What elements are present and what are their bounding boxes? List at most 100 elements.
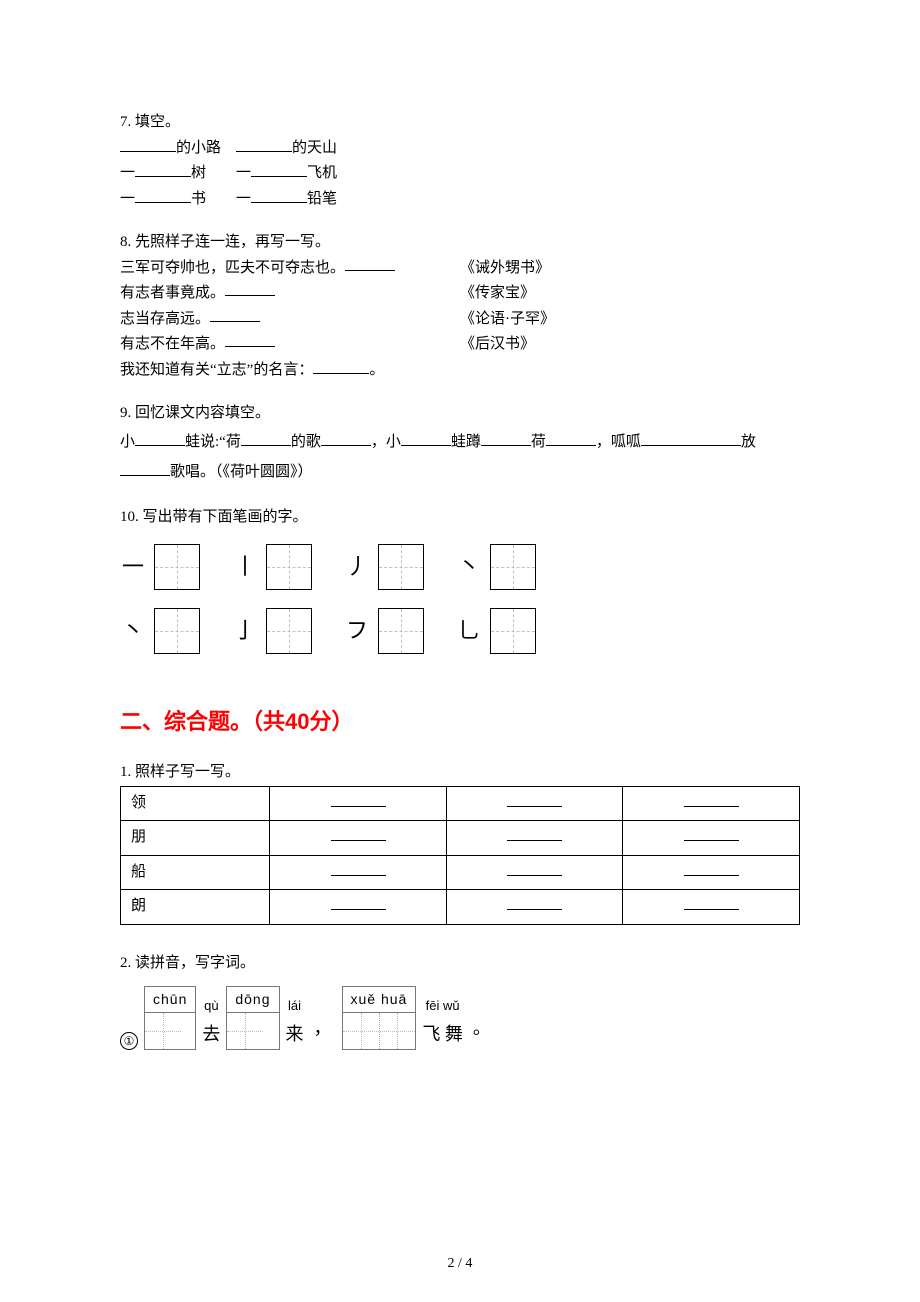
- static-text: ，小: [371, 434, 401, 450]
- fill-blank[interactable]: [313, 359, 369, 374]
- static-text: 飞机: [307, 165, 337, 181]
- static-text: 荷: [531, 434, 546, 450]
- fill-blank[interactable]: [641, 431, 691, 446]
- question-8-body: 三军可夺帅也，匹夫不可夺志也。《诫外甥书》有志者事竟成。《传家宝》志当存高远。《…: [120, 256, 800, 358]
- question-9: 9. 回忆课文内容填空。 小蛙说:“荷的歌，小蛙蹲荷，呱呱放歌唱。（《荷叶圆圆》…: [120, 401, 800, 487]
- given-char: fēi wǔ飞 舞: [422, 995, 463, 1050]
- static-text: 的歌: [291, 434, 321, 450]
- stroke-pair: フ: [344, 608, 424, 654]
- pinyin-write-box[interactable]: chūn: [144, 986, 196, 1050]
- stroke-pair: 乚: [456, 608, 536, 654]
- answer-cell[interactable]: [270, 821, 447, 856]
- static-text: 一: [120, 165, 135, 181]
- writing-box[interactable]: [266, 544, 312, 590]
- stroke-row-2: 丶亅フ乚: [120, 608, 800, 654]
- comp-question-2: 2. 读拼音，写字词。 ① chūnqù去dōnglái来，xuě huāfēi…: [120, 951, 800, 1050]
- answer-cell[interactable]: [270, 890, 447, 925]
- comp-question-1: 1. 照样子写一写。 领朋船朗: [120, 760, 800, 925]
- writing-box[interactable]: [490, 608, 536, 654]
- question-8-title: 8. 先照样子连一连，再写一写。: [120, 230, 800, 256]
- answer-cell[interactable]: [623, 821, 800, 856]
- static-text: ，呱呱: [596, 434, 641, 450]
- fill-blank[interactable]: [251, 162, 307, 177]
- stroke-glyph: 丿: [344, 548, 370, 585]
- static-text: 一: [120, 191, 135, 207]
- answer-cell[interactable]: [270, 786, 447, 821]
- fill-blank[interactable]: [135, 431, 185, 446]
- quote-source: 《论语·子罕》: [460, 307, 580, 333]
- given-char: qù去: [202, 995, 220, 1050]
- writing-box[interactable]: [266, 608, 312, 654]
- pinyin-label: chūn: [144, 986, 196, 1012]
- stroke-glyph: 一: [120, 548, 146, 585]
- fill-blank[interactable]: [135, 162, 191, 177]
- stroke-grid: 一丨丿丶 丶亅フ乚: [120, 544, 800, 654]
- stroke-glyph: 亅: [232, 612, 258, 649]
- static-text: 树 一: [191, 165, 251, 181]
- stroke-pair: 丶: [456, 544, 536, 590]
- answer-cell[interactable]: [623, 855, 800, 890]
- quote-left: 志当存高远。: [120, 307, 210, 333]
- fill-blank[interactable]: [481, 431, 531, 446]
- writing-box[interactable]: [378, 608, 424, 654]
- answer-cell[interactable]: [446, 821, 623, 856]
- match-blank[interactable]: [345, 256, 395, 271]
- char-table: 领朋船朗: [120, 786, 800, 925]
- static-text: 的小路: [176, 140, 236, 156]
- stroke-glyph: 丨: [232, 548, 258, 585]
- question-7-title: 7. 填空。: [120, 110, 800, 136]
- fill-blank[interactable]: [120, 461, 170, 476]
- fill-blank[interactable]: [691, 431, 741, 446]
- question-9-body: 小蛙说:“荷的歌，小蛙蹲荷，呱呱放歌唱。（《荷叶圆圆》）: [120, 427, 800, 487]
- answer-cell[interactable]: [446, 890, 623, 925]
- static-text: 歌唱。（《荷叶圆圆》）: [170, 464, 313, 480]
- fill-blank[interactable]: [135, 188, 191, 203]
- match-blank[interactable]: [210, 307, 260, 322]
- stroke-row-1: 一丨丿丶: [120, 544, 800, 590]
- fill-blank[interactable]: [251, 188, 307, 203]
- comp-question-1-title: 1. 照样子写一写。: [120, 760, 800, 786]
- writing-box[interactable]: [154, 608, 200, 654]
- answer-cell[interactable]: [446, 855, 623, 890]
- fill-blank[interactable]: [120, 137, 176, 152]
- question-8: 8. 先照样子连一连，再写一写。 三军可夺帅也，匹夫不可夺志也。《诫外甥书》有志…: [120, 230, 800, 383]
- question-7-body: 的小路 的天山一树 一飞机一书 一铅笔: [120, 136, 800, 213]
- stroke-glyph: フ: [344, 612, 370, 649]
- quote-source: 《后汉书》: [460, 332, 580, 358]
- quote-left: 有志者事竟成。: [120, 281, 225, 307]
- fill-blank[interactable]: [546, 431, 596, 446]
- stroke-glyph: 丶: [120, 612, 146, 649]
- match-blank[interactable]: [225, 281, 275, 296]
- answer-cell[interactable]: [623, 786, 800, 821]
- question-10: 10. 写出带有下面笔画的字。 一丨丿丶 丶亅フ乚: [120, 505, 800, 655]
- match-blank[interactable]: [225, 332, 275, 347]
- writing-box[interactable]: [154, 544, 200, 590]
- writing-box[interactable]: [378, 544, 424, 590]
- stroke-pair: 一: [120, 544, 200, 590]
- pinyin-write-box[interactable]: xuě huā: [342, 986, 417, 1050]
- fill-blank[interactable]: [321, 431, 371, 446]
- stroke-glyph: 丶: [456, 548, 482, 585]
- fill-blank[interactable]: [236, 137, 292, 152]
- table-row: 领: [121, 786, 800, 821]
- fill-blank[interactable]: [401, 431, 451, 446]
- fill-blank[interactable]: [241, 431, 291, 446]
- table-row: 朗: [121, 890, 800, 925]
- static-text: 铅笔: [307, 191, 337, 207]
- answer-cell[interactable]: [623, 890, 800, 925]
- given-char: lái来: [286, 995, 304, 1050]
- answer-cell[interactable]: [446, 786, 623, 821]
- answer-cell[interactable]: [270, 855, 447, 890]
- pinyin-line: chūnqù去dōnglái来，xuě huāfēi wǔ飞 舞。: [144, 986, 495, 1050]
- stroke-pair: 丨: [232, 544, 312, 590]
- writing-box[interactable]: [490, 544, 536, 590]
- quote-left: 三军可夺帅也，匹夫不可夺志也。: [120, 256, 345, 282]
- static-text: 书 一: [191, 191, 251, 207]
- quote-left: 有志不在年高。: [120, 332, 225, 358]
- question-8-tail: 我还知道有关“立志”的名言：。: [120, 358, 800, 384]
- pinyin-label: xuě huā: [342, 986, 417, 1012]
- pinyin-write-box[interactable]: dōng: [226, 986, 279, 1050]
- table-row: 船: [121, 855, 800, 890]
- punctuation: ，: [310, 1013, 336, 1050]
- seed-char: 领: [121, 786, 270, 821]
